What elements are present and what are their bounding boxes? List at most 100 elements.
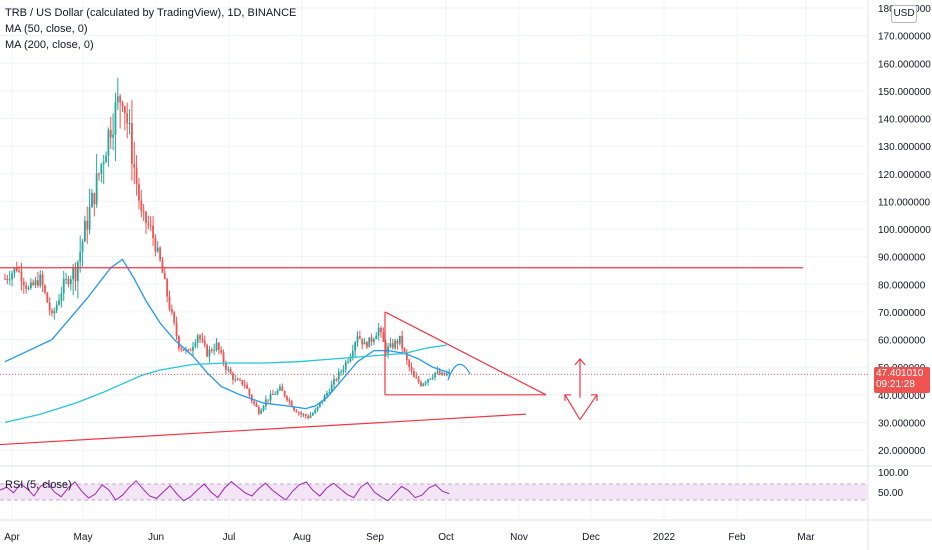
candle-body (415, 377, 418, 379)
currency-badge[interactable]: USD (891, 5, 917, 23)
candle-body (255, 403, 258, 407)
ascending-trendline (0, 413, 527, 446)
ma200-legend: MA (200, close, 0) (5, 39, 94, 51)
candle-body (314, 410, 317, 414)
price-axis-label: 100.000000 (878, 225, 931, 236)
price-axis-label: 160.000000 (878, 59, 931, 70)
candle-body (69, 279, 72, 285)
time-axis-label: May (74, 532, 93, 543)
candle-body (373, 339, 375, 342)
candle-body (434, 372, 436, 378)
candle-body (34, 280, 37, 285)
candle-body (95, 173, 98, 205)
candle-body (283, 391, 286, 397)
candle-body (436, 371, 439, 373)
candle-body (239, 379, 241, 381)
rsi-axis-label: 100.00 (878, 468, 909, 479)
candle-body (225, 362, 227, 370)
price-axis-label: 170.000000 (878, 32, 931, 43)
candle-body (46, 292, 49, 303)
candle-body (358, 336, 361, 339)
candle-body (396, 340, 399, 344)
candle-body (27, 287, 30, 289)
candle-body (173, 312, 176, 323)
price-axis-label: 80.000000 (878, 280, 926, 291)
candle-body (203, 340, 206, 346)
triangle-upper-trendline (384, 311, 547, 396)
candle-body (152, 225, 154, 239)
candle-body (215, 342, 218, 350)
candle-body (354, 342, 357, 351)
candle-body (326, 392, 328, 396)
candle-body (11, 273, 13, 280)
candle-body (65, 278, 67, 280)
candle-body (72, 268, 75, 280)
candle-body (196, 335, 199, 343)
candle-body (98, 173, 100, 175)
candle-body (307, 416, 310, 419)
candle-body (170, 309, 173, 313)
symbol-legend: TRB / US Dollar (calculated by TradingVi… (5, 7, 297, 19)
candle-body (276, 390, 279, 395)
candle-body (250, 395, 253, 402)
candle-body (62, 279, 65, 294)
candle-body (39, 274, 42, 286)
candle-body (109, 129, 112, 138)
candle-body (333, 379, 335, 385)
last-price-label: 47.401010 (876, 368, 924, 379)
candle-body (347, 360, 349, 362)
time-axis-label: Nov (510, 532, 528, 543)
candle-body (311, 413, 314, 416)
candle-body (288, 399, 291, 402)
candle-body (234, 379, 237, 381)
candle-body (142, 211, 145, 213)
time-axis-label: Jul (223, 532, 236, 543)
candle-body (316, 406, 319, 411)
candle-body (377, 327, 380, 336)
candle-body (389, 343, 392, 347)
price-axis-label: 40.000000 (878, 391, 926, 402)
candle-body (236, 379, 239, 381)
candle-body (241, 379, 244, 385)
price-axis-label: 60.000000 (878, 336, 926, 347)
candle-body (140, 200, 143, 212)
rsi-line (0, 480, 450, 502)
candle-body (208, 349, 211, 357)
candle-body (319, 402, 321, 407)
candle-body (243, 384, 246, 386)
candle-body (417, 378, 420, 383)
candle-body (93, 192, 96, 205)
candle-body (112, 134, 114, 138)
price-axis-label: 90.000000 (878, 253, 926, 264)
candle-body (300, 412, 302, 415)
candle-body (222, 352, 225, 363)
candle-body (123, 106, 126, 114)
candle-body (366, 342, 368, 348)
candle-body (119, 96, 122, 103)
candle-body (293, 407, 295, 411)
candle-body (424, 382, 427, 384)
candle-body (342, 369, 345, 372)
candle-body (344, 361, 347, 370)
candle-body (138, 184, 140, 201)
candle-body (356, 336, 359, 343)
candle-body (25, 285, 28, 289)
candle-body (147, 222, 150, 225)
candle-body (8, 279, 11, 281)
ma200-line (4, 344, 447, 424)
candle-body (420, 382, 422, 386)
time-axis-label: Sep (366, 532, 384, 543)
price-axis-label: 20.000000 (878, 446, 926, 457)
candle-body (309, 415, 312, 419)
candle-body (100, 164, 103, 174)
candle-body (441, 372, 443, 375)
candle-body (102, 162, 105, 165)
candle-body (116, 96, 119, 103)
candle-body (272, 393, 274, 395)
candle-body (6, 278, 9, 280)
candle-body (135, 167, 138, 185)
breakdown-left-arrowhead (564, 394, 571, 401)
candle-body (60, 293, 63, 301)
candle-body (145, 211, 147, 223)
